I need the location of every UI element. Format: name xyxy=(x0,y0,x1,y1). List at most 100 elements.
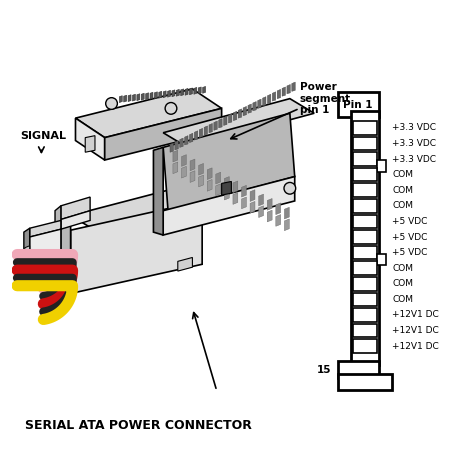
Text: +5 VDC: +5 VDC xyxy=(392,248,428,257)
Polygon shape xyxy=(25,246,30,255)
Circle shape xyxy=(284,182,296,194)
Text: SERIAL ATA POWER CONNECTOR: SERIAL ATA POWER CONNECTOR xyxy=(26,419,252,431)
Polygon shape xyxy=(61,216,71,303)
Text: Pin 1: Pin 1 xyxy=(344,100,373,110)
Polygon shape xyxy=(141,93,144,100)
Polygon shape xyxy=(154,147,163,235)
Polygon shape xyxy=(199,175,203,187)
Polygon shape xyxy=(224,177,229,188)
Polygon shape xyxy=(248,104,251,113)
Polygon shape xyxy=(133,94,136,101)
Text: +12V1 DC: +12V1 DC xyxy=(392,326,439,335)
FancyBboxPatch shape xyxy=(337,374,392,390)
Polygon shape xyxy=(170,143,173,152)
Polygon shape xyxy=(276,215,281,226)
Polygon shape xyxy=(163,99,314,147)
FancyBboxPatch shape xyxy=(376,254,386,265)
Polygon shape xyxy=(146,93,148,100)
Polygon shape xyxy=(259,194,264,206)
Polygon shape xyxy=(224,116,227,126)
Polygon shape xyxy=(173,162,178,173)
Text: COM: COM xyxy=(392,264,413,273)
Polygon shape xyxy=(250,190,255,201)
Polygon shape xyxy=(182,155,186,166)
Polygon shape xyxy=(180,138,183,147)
Polygon shape xyxy=(185,89,188,95)
Polygon shape xyxy=(61,197,90,219)
Polygon shape xyxy=(242,197,246,209)
Polygon shape xyxy=(199,164,203,175)
Polygon shape xyxy=(258,99,261,109)
Polygon shape xyxy=(272,92,276,101)
Polygon shape xyxy=(203,86,206,93)
Polygon shape xyxy=(222,182,231,195)
Polygon shape xyxy=(238,109,242,118)
Polygon shape xyxy=(207,168,212,180)
Polygon shape xyxy=(75,118,105,160)
FancyBboxPatch shape xyxy=(353,308,376,322)
Text: COM: COM xyxy=(392,201,413,210)
Polygon shape xyxy=(184,136,188,145)
Polygon shape xyxy=(55,206,61,234)
Polygon shape xyxy=(163,177,295,235)
Polygon shape xyxy=(216,172,221,184)
Polygon shape xyxy=(190,133,193,143)
Polygon shape xyxy=(277,90,281,99)
FancyBboxPatch shape xyxy=(353,183,376,197)
Polygon shape xyxy=(199,128,203,137)
FancyBboxPatch shape xyxy=(337,92,379,117)
Text: +5 VDC: +5 VDC xyxy=(392,233,428,241)
Polygon shape xyxy=(216,184,221,196)
Polygon shape xyxy=(30,229,61,267)
Polygon shape xyxy=(128,95,131,101)
FancyBboxPatch shape xyxy=(353,137,376,150)
FancyBboxPatch shape xyxy=(353,339,376,353)
Polygon shape xyxy=(282,87,285,96)
FancyBboxPatch shape xyxy=(353,168,376,182)
FancyBboxPatch shape xyxy=(353,215,376,228)
Polygon shape xyxy=(190,88,192,95)
Polygon shape xyxy=(276,203,281,215)
Polygon shape xyxy=(233,192,238,204)
Polygon shape xyxy=(71,201,202,293)
Polygon shape xyxy=(173,150,178,162)
Text: COM: COM xyxy=(392,295,413,304)
Text: +12V1 DC: +12V1 DC xyxy=(392,342,439,351)
Polygon shape xyxy=(267,94,271,103)
Polygon shape xyxy=(242,185,246,197)
Polygon shape xyxy=(71,186,207,230)
Polygon shape xyxy=(159,91,162,98)
Text: COM: COM xyxy=(392,279,413,288)
Polygon shape xyxy=(168,91,171,97)
FancyBboxPatch shape xyxy=(353,152,376,166)
Polygon shape xyxy=(194,131,198,140)
FancyBboxPatch shape xyxy=(353,199,376,213)
Polygon shape xyxy=(119,96,122,102)
Polygon shape xyxy=(233,111,237,120)
Polygon shape xyxy=(267,210,272,222)
Text: COM: COM xyxy=(392,170,413,179)
Polygon shape xyxy=(250,201,255,213)
Polygon shape xyxy=(253,101,256,111)
Polygon shape xyxy=(214,121,217,130)
FancyBboxPatch shape xyxy=(351,111,379,365)
Polygon shape xyxy=(190,159,195,171)
Circle shape xyxy=(165,102,177,114)
Polygon shape xyxy=(24,228,30,271)
FancyBboxPatch shape xyxy=(337,361,379,378)
Polygon shape xyxy=(181,89,183,96)
FancyBboxPatch shape xyxy=(353,324,376,337)
Polygon shape xyxy=(233,181,238,192)
Polygon shape xyxy=(219,118,222,128)
Polygon shape xyxy=(198,87,201,94)
Circle shape xyxy=(106,98,118,109)
Polygon shape xyxy=(75,89,222,137)
Text: +3.3 VDC: +3.3 VDC xyxy=(392,155,436,164)
Polygon shape xyxy=(175,140,178,150)
FancyBboxPatch shape xyxy=(376,160,386,172)
Polygon shape xyxy=(30,220,61,237)
Text: 15: 15 xyxy=(317,365,332,374)
Polygon shape xyxy=(190,171,195,182)
Polygon shape xyxy=(61,210,90,229)
Polygon shape xyxy=(259,206,264,218)
